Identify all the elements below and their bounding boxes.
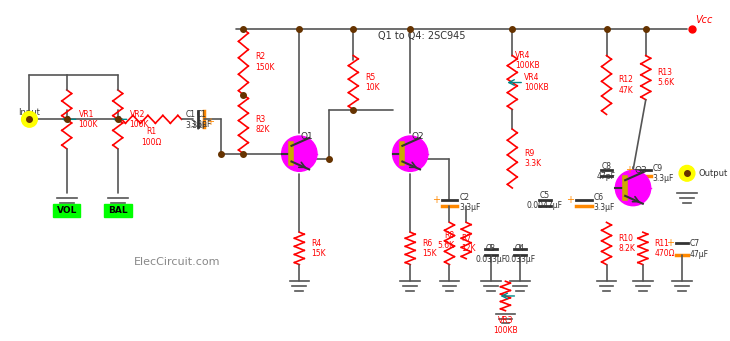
Text: +: + bbox=[566, 195, 574, 205]
Text: VR3
100KB: VR3 100KB bbox=[493, 316, 518, 335]
Text: Vcc: Vcc bbox=[695, 15, 712, 25]
Circle shape bbox=[679, 165, 695, 181]
Text: ElecCircuit.com: ElecCircuit.com bbox=[134, 257, 220, 267]
Circle shape bbox=[282, 136, 317, 171]
Text: +: + bbox=[431, 195, 439, 205]
Text: +: + bbox=[666, 238, 675, 248]
Text: Output: Output bbox=[699, 169, 728, 178]
Text: Q3: Q3 bbox=[634, 166, 648, 175]
Bar bbox=[104, 204, 131, 218]
Text: Q2: Q2 bbox=[412, 132, 424, 141]
Text: C6
3.3µF: C6 3.3µF bbox=[593, 193, 615, 212]
Text: VOL: VOL bbox=[56, 206, 77, 215]
Bar bbox=[53, 204, 80, 218]
Text: C5
0.0047µF: C5 0.0047µF bbox=[526, 191, 563, 210]
Text: R8
5.6K: R8 5.6K bbox=[437, 231, 454, 250]
Text: C8
47pF: C8 47pF bbox=[597, 162, 616, 181]
Text: R1
100Ω: R1 100Ω bbox=[142, 127, 162, 147]
Text: Input: Input bbox=[18, 107, 40, 117]
Text: +: + bbox=[206, 117, 214, 127]
Text: R12
47K: R12 47K bbox=[618, 75, 633, 95]
Text: C3
0.033µF: C3 0.033µF bbox=[475, 244, 507, 264]
Text: VR1
100K: VR1 100K bbox=[79, 109, 98, 129]
Text: R9
3.3K: R9 3.3K bbox=[524, 149, 541, 168]
Text: C4
0.033µF: C4 0.033µF bbox=[504, 244, 536, 264]
Text: R5
10K: R5 10K bbox=[365, 73, 380, 92]
Text: VR2
100K: VR2 100K bbox=[129, 109, 149, 129]
Text: R6
15K: R6 15K bbox=[422, 239, 437, 258]
Text: BAL: BAL bbox=[108, 206, 128, 215]
Circle shape bbox=[615, 170, 650, 206]
Text: R4
15K: R4 15K bbox=[311, 239, 326, 258]
Text: VR4
100KB: VR4 100KB bbox=[515, 50, 540, 70]
Text: Q1: Q1 bbox=[301, 132, 314, 141]
Text: R13
5.6K: R13 5.6K bbox=[658, 68, 675, 87]
Text: R11
470Ω: R11 470Ω bbox=[655, 239, 675, 258]
Circle shape bbox=[393, 136, 428, 171]
Text: Q1 to Q4: 2SC945: Q1 to Q4: 2SC945 bbox=[378, 31, 466, 41]
Text: VR4
100KB: VR4 100KB bbox=[524, 73, 549, 92]
Text: C1
3.3µF: C1 3.3µF bbox=[185, 110, 207, 130]
Text: R10
8.2K: R10 8.2K bbox=[618, 234, 635, 253]
Text: C9
3.3µF: C9 3.3µF bbox=[653, 164, 674, 183]
Text: C2
3.3µF: C2 3.3µF bbox=[459, 193, 480, 212]
Text: +: + bbox=[625, 165, 633, 175]
Circle shape bbox=[22, 112, 37, 127]
Text: C7
47µF: C7 47µF bbox=[690, 239, 709, 258]
Text: C1
3.3µF: C1 3.3µF bbox=[191, 109, 212, 129]
Text: R3
82K: R3 82K bbox=[255, 115, 269, 134]
Text: R7
12K: R7 12K bbox=[461, 234, 476, 253]
Text: R2
150K: R2 150K bbox=[255, 52, 274, 72]
